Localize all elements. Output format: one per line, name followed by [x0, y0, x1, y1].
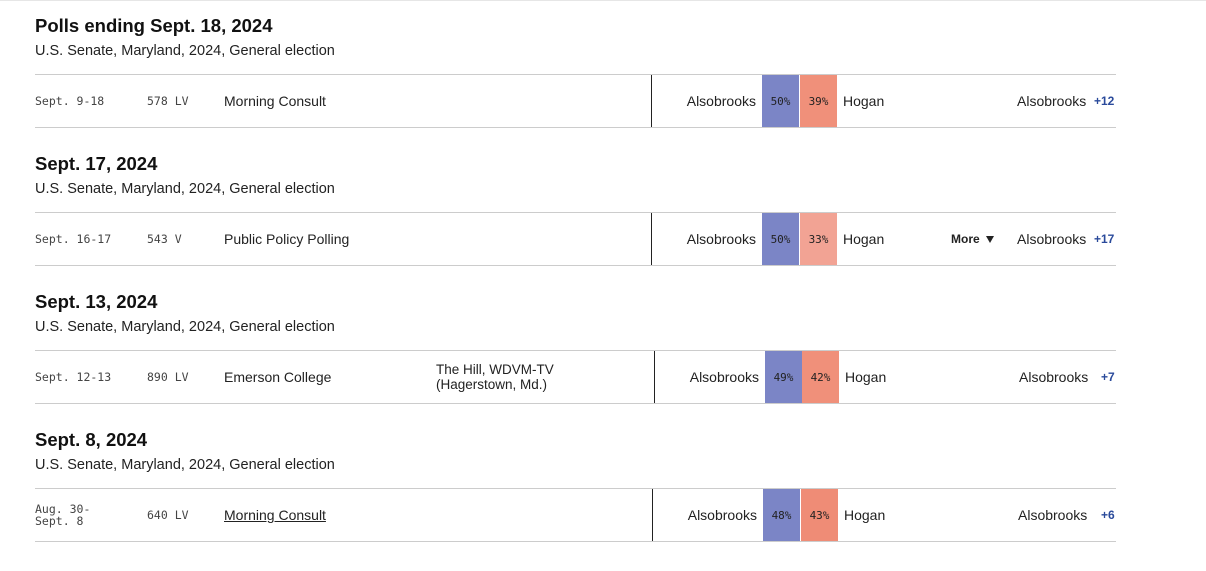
margin-value: +7 [1101, 370, 1115, 384]
triangle-down-icon [985, 235, 994, 243]
sponsor-line: (Hagerstown, Md.) [436, 377, 548, 392]
dem-candidate-name: Alsobrooks [686, 93, 756, 109]
top-border [0, 0, 1206, 1]
margin-value: +17 [1094, 232, 1115, 246]
leader-name: Alsobrooks [1017, 93, 1087, 109]
rep-candidate-name: Hogan [845, 369, 887, 385]
sample-size: 578 LV [147, 94, 189, 108]
leader-name: Alsobrooks [1019, 369, 1089, 385]
dem-candidate-name: Alsobrooks [687, 507, 757, 523]
poll-dates: Aug. 30- Sept. 8 [35, 489, 90, 541]
more-button[interactable]: More [951, 213, 994, 265]
dem-pct-box: 49% [765, 351, 802, 403]
group-date-heading: Polls ending Sept. 18, 2024 [35, 15, 273, 36]
sponsor-names: The Hill, WDVM-TV (Hagerstown, Md.) [436, 351, 554, 403]
pollster-name: Public Policy Polling [224, 231, 350, 247]
sample-size: 890 LV [147, 370, 189, 384]
dem-pct-box: 50% [762, 213, 799, 265]
leader-name: Alsobrooks [1018, 507, 1088, 523]
rep-pct-box: 42% [802, 351, 839, 403]
poll-group: Polls ending Sept. 18, 2024 U.S. Senate,… [35, 14, 1116, 128]
group-date-heading: Sept. 17, 2024 [35, 153, 158, 174]
poll-dates-line: Aug. 30- [35, 502, 91, 516]
poll-row[interactable]: Sept. 12-13 890 LV Emerson College The H… [35, 350, 1116, 404]
race-label: U.S. Senate, Maryland, 2024, General ele… [35, 457, 335, 473]
rep-candidate-name: Hogan [843, 93, 885, 109]
race-label: U.S. Senate, Maryland, 2024, General ele… [35, 319, 335, 335]
poll-dates-line: Sept. 8 [35, 514, 84, 528]
more-label: More [951, 232, 980, 246]
leader-name: Alsobrooks [1017, 231, 1087, 247]
column-divider [652, 489, 653, 541]
dem-candidate-name: Alsobrooks [686, 231, 756, 247]
margin-value: +6 [1101, 508, 1115, 522]
poll-row[interactable]: Sept. 9-18 578 LV Morning Consult Alsobr… [35, 74, 1116, 128]
race-label: U.S. Senate, Maryland, 2024, General ele… [35, 43, 335, 59]
margin-value: +12 [1094, 94, 1115, 108]
poll-row[interactable]: Sept. 16-17 543 V Public Policy Polling … [35, 212, 1116, 266]
pollster-link[interactable]: Morning Consult [224, 507, 326, 523]
dem-pct-box: 48% [763, 489, 800, 541]
pollster-name: Emerson College [224, 369, 332, 385]
sample-size: 640 LV [147, 508, 189, 522]
sample-size: 543 V [147, 232, 182, 246]
rep-pct-box: 39% [800, 75, 837, 127]
poll-row[interactable]: Aug. 30- Sept. 8 640 LV Morning Consult … [35, 488, 1116, 542]
rep-pct-box: 43% [801, 489, 838, 541]
group-date-heading: Sept. 13, 2024 [35, 291, 158, 312]
column-divider [651, 75, 652, 127]
poll-dates: Sept. 9-18 [35, 94, 105, 108]
column-divider [654, 351, 655, 403]
poll-group: Sept. 13, 2024 U.S. Senate, Maryland, 20… [35, 290, 1116, 404]
dem-candidate-name: Alsobrooks [689, 369, 759, 385]
race-label: U.S. Senate, Maryland, 2024, General ele… [35, 181, 335, 197]
poll-group: Sept. 8, 2024 U.S. Senate, Maryland, 202… [35, 428, 1116, 542]
sponsor-line: The Hill, WDVM-TV [436, 362, 554, 377]
poll-dates: Sept. 16-17 [35, 232, 112, 246]
rep-candidate-name: Hogan [844, 507, 886, 523]
column-divider [651, 213, 652, 265]
rep-pct-box: 33% [800, 213, 837, 265]
group-date-heading: Sept. 8, 2024 [35, 429, 148, 450]
poll-group: Sept. 17, 2024 U.S. Senate, Maryland, 20… [35, 152, 1116, 266]
rep-candidate-name: Hogan [843, 231, 885, 247]
dem-pct-box: 50% [762, 75, 799, 127]
poll-dates: Sept. 12-13 [35, 370, 112, 384]
pollster-name: Morning Consult [224, 93, 326, 109]
